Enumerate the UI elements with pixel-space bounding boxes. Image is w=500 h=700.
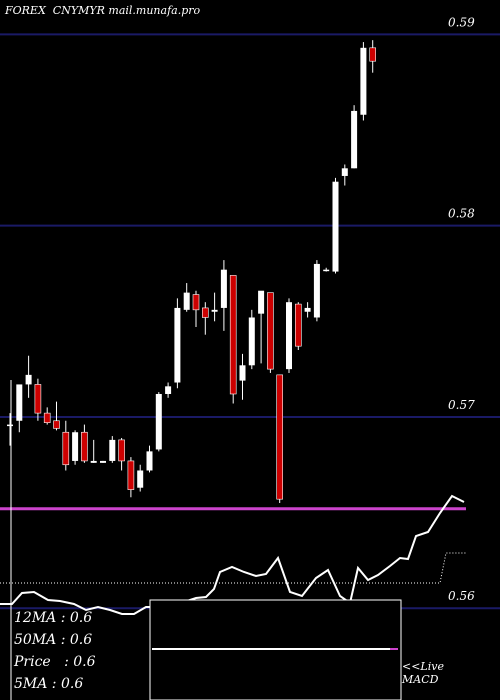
live-macd-label[interactable]: <<Live MACD xyxy=(402,660,444,686)
candle xyxy=(34,378,42,421)
tick-label: 0.58 xyxy=(448,207,475,221)
candle xyxy=(62,420,70,471)
candle xyxy=(239,353,246,400)
candle-body xyxy=(294,303,302,347)
candle-body xyxy=(165,386,172,394)
candle-body xyxy=(62,431,70,466)
candle-body xyxy=(211,309,218,312)
candle xyxy=(248,309,255,370)
candle xyxy=(258,290,265,364)
ma50-value: 50MA : 0.6 xyxy=(14,632,93,648)
candle xyxy=(229,275,237,404)
price-value: Price : 0.6 xyxy=(14,654,96,670)
price-tick-labels: 0.59 0.58 0.57 0.56 xyxy=(448,15,475,603)
candle xyxy=(146,445,153,473)
candle xyxy=(360,42,367,121)
ma-line xyxy=(0,494,465,615)
candle-body xyxy=(323,269,330,272)
chart-title: FOREX CNYMYR mail.munafa.pro xyxy=(5,4,201,17)
candle xyxy=(165,382,172,398)
tick-label: 0.59 xyxy=(448,15,475,29)
candle xyxy=(81,424,88,463)
candle xyxy=(109,436,116,463)
candle-body xyxy=(360,47,367,115)
candle-body xyxy=(81,431,88,462)
candle xyxy=(369,40,377,73)
candle-body xyxy=(369,47,377,62)
candle xyxy=(276,374,284,504)
candle xyxy=(267,292,274,373)
candle-body xyxy=(351,110,358,169)
candle-body xyxy=(90,460,97,463)
candle-body xyxy=(276,374,284,500)
candle xyxy=(313,260,320,322)
candle-body xyxy=(304,307,311,312)
ma-stats-panel: 12MA : 0.6 50MA : 0.6 Price : 0.6 5MA : … xyxy=(14,607,96,695)
candle-body xyxy=(25,374,32,385)
ma12-value: 12MA : 0.6 xyxy=(14,610,93,626)
candle-body xyxy=(341,168,348,176)
candle-body xyxy=(53,420,60,429)
candle-body xyxy=(286,302,292,370)
candle-body xyxy=(137,470,144,488)
candle xyxy=(294,302,302,350)
candle xyxy=(90,439,97,463)
candle-body xyxy=(192,294,200,311)
live-label: <<Live xyxy=(402,660,444,673)
candle-body xyxy=(16,384,23,421)
candle-body xyxy=(202,307,209,318)
candle-body xyxy=(239,365,246,381)
candle xyxy=(118,437,125,471)
candle-body xyxy=(118,439,125,462)
candle xyxy=(100,460,106,463)
candle xyxy=(192,290,200,328)
candle-body xyxy=(146,451,153,471)
candle-body xyxy=(155,393,162,450)
candle xyxy=(16,384,23,433)
tick-label: 0.57 xyxy=(448,398,475,412)
candle xyxy=(43,407,51,425)
candle-body xyxy=(258,290,265,314)
candle xyxy=(155,392,162,452)
candle xyxy=(304,302,311,318)
tick-label: 0.56 xyxy=(448,589,475,603)
candle xyxy=(25,355,32,398)
candle-body xyxy=(100,460,106,463)
ma-dotted-line xyxy=(0,552,466,584)
candle-body xyxy=(7,424,13,427)
candle xyxy=(323,267,330,272)
candle xyxy=(137,464,144,492)
candle-body xyxy=(127,460,135,490)
macd-label: MACD xyxy=(402,673,439,686)
candle xyxy=(53,401,60,431)
candle-body xyxy=(332,181,339,272)
candle-body xyxy=(34,384,42,414)
candle xyxy=(351,105,358,169)
candle xyxy=(127,457,135,498)
candle xyxy=(332,177,339,274)
candle xyxy=(72,430,79,465)
candle-body xyxy=(220,269,227,308)
candle xyxy=(174,298,181,389)
candle-body xyxy=(109,439,116,461)
candle xyxy=(211,292,218,322)
candle xyxy=(7,413,13,446)
candles xyxy=(7,40,377,504)
candle xyxy=(286,298,292,373)
candle xyxy=(183,283,190,312)
candle-body xyxy=(43,412,51,423)
candle-body xyxy=(229,275,237,395)
candle-body xyxy=(183,292,190,310)
ma5-value: 5MA : 0.6 xyxy=(14,676,84,692)
candle-body xyxy=(313,263,320,318)
candle-body xyxy=(72,432,79,461)
candle xyxy=(202,302,209,335)
candle-body xyxy=(267,292,274,370)
candle xyxy=(341,164,348,186)
candle xyxy=(220,260,227,331)
candle-body xyxy=(248,317,255,366)
candle-body xyxy=(174,307,181,383)
